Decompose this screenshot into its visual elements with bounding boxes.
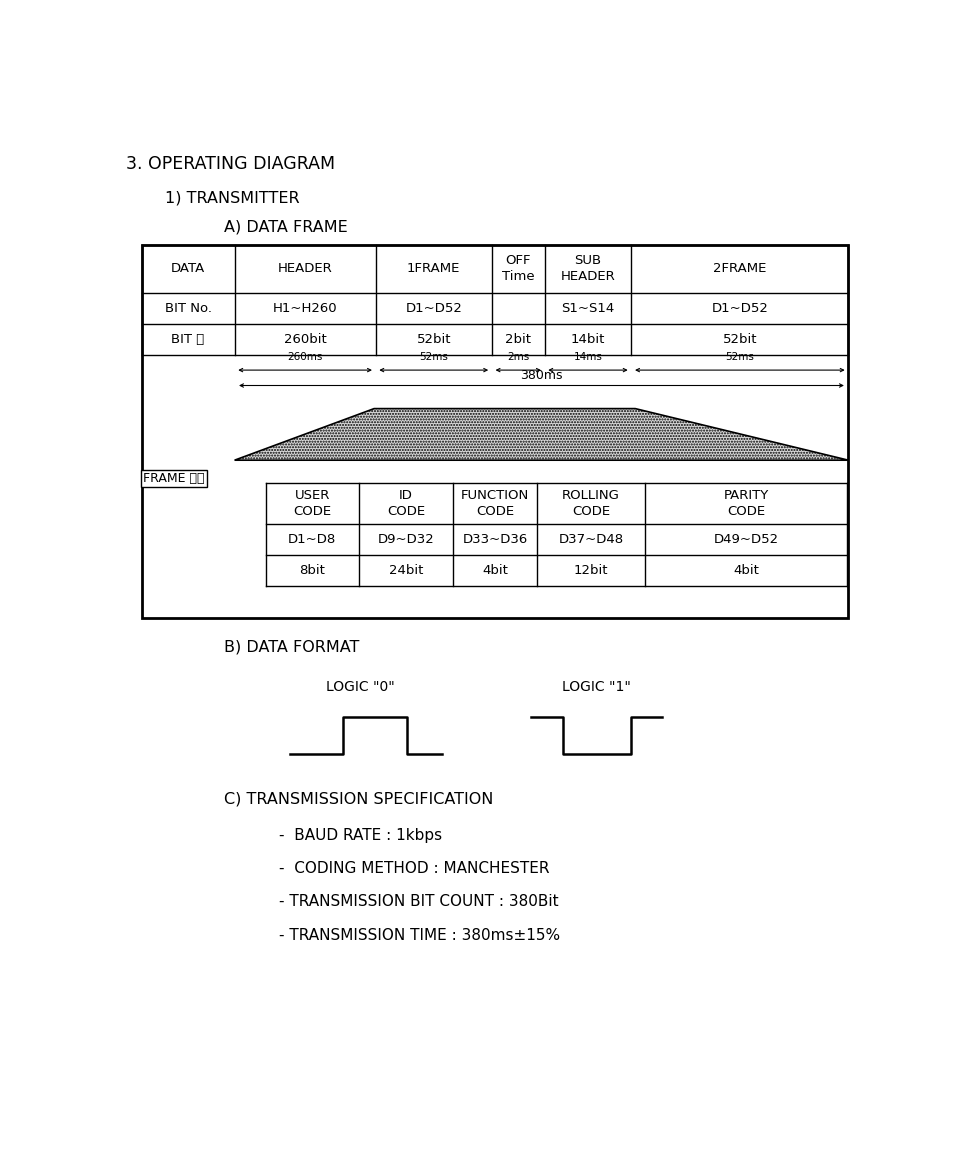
Text: ROLLING
CODE: ROLLING CODE	[562, 489, 620, 518]
Text: 1FRAME: 1FRAME	[407, 263, 460, 275]
Text: ID
CODE: ID CODE	[386, 489, 425, 518]
Text: 260bit: 260bit	[284, 333, 326, 346]
Text: 1) TRANSMITTER: 1) TRANSMITTER	[165, 191, 299, 206]
Text: FRAME 構成: FRAME 構成	[143, 472, 204, 485]
Text: OFF
Time: OFF Time	[502, 254, 534, 284]
Text: 4bit: 4bit	[482, 564, 508, 577]
Text: C) TRANSMISSION SPECIFICATION: C) TRANSMISSION SPECIFICATION	[224, 791, 494, 806]
Text: BIT 数: BIT 数	[172, 333, 204, 346]
Polygon shape	[235, 409, 849, 461]
Text: D1~D52: D1~D52	[406, 302, 462, 315]
Text: - TRANSMISSION TIME : 380ms±15%: - TRANSMISSION TIME : 380ms±15%	[279, 927, 560, 942]
Text: 2bit: 2bit	[505, 333, 531, 346]
Text: 3. OPERATING DIAGRAM: 3. OPERATING DIAGRAM	[126, 155, 336, 172]
Text: -  CODING METHOD : MANCHESTER: - CODING METHOD : MANCHESTER	[279, 861, 550, 877]
Text: USER
CODE: USER CODE	[293, 489, 331, 518]
Text: HEADER: HEADER	[278, 263, 333, 275]
Text: D1~D52: D1~D52	[712, 302, 768, 315]
Text: 4bit: 4bit	[733, 564, 759, 577]
Text: B) DATA FORMAT: B) DATA FORMAT	[224, 640, 360, 655]
Text: 8bit: 8bit	[299, 564, 325, 577]
Text: 2ms: 2ms	[507, 352, 529, 362]
Text: D9~D32: D9~D32	[378, 533, 434, 546]
Text: 12bit: 12bit	[573, 564, 608, 577]
Bar	[142, 245, 849, 618]
Text: FUNCTION
CODE: FUNCTION CODE	[461, 489, 529, 518]
Text: 14ms: 14ms	[573, 352, 602, 362]
Text: LOGIC "0": LOGIC "0"	[326, 680, 394, 694]
Text: 52ms: 52ms	[419, 352, 448, 362]
Text: LOGIC "1": LOGIC "1"	[562, 680, 631, 694]
Text: PARITY
CODE: PARITY CODE	[723, 489, 769, 518]
Text: 52ms: 52ms	[725, 352, 755, 362]
Text: D1~D8: D1~D8	[288, 533, 337, 546]
Text: D49~D52: D49~D52	[713, 533, 779, 546]
Text: 2FRAME: 2FRAME	[713, 263, 766, 275]
Text: 260ms: 260ms	[288, 352, 323, 362]
Text: BIT No.: BIT No.	[165, 302, 212, 315]
Text: D33~D36: D33~D36	[462, 533, 527, 546]
Text: D37~D48: D37~D48	[558, 533, 623, 546]
Text: SUB
HEADER: SUB HEADER	[561, 254, 616, 284]
Text: - TRANSMISSION BIT COUNT : 380Bit: - TRANSMISSION BIT COUNT : 380Bit	[279, 894, 558, 909]
Text: S1~S14: S1~S14	[561, 302, 615, 315]
Text: 52bit: 52bit	[416, 333, 451, 346]
Text: DATA: DATA	[171, 263, 205, 275]
Text: -  BAUD RATE : 1kbps: - BAUD RATE : 1kbps	[279, 829, 442, 843]
Text: A) DATA FRAME: A) DATA FRAME	[224, 219, 348, 234]
Text: 380ms: 380ms	[520, 369, 563, 382]
Text: 52bit: 52bit	[723, 333, 757, 346]
Text: H1~H260: H1~H260	[272, 302, 338, 315]
Text: 14bit: 14bit	[571, 333, 605, 346]
Text: 24bit: 24bit	[388, 564, 423, 577]
